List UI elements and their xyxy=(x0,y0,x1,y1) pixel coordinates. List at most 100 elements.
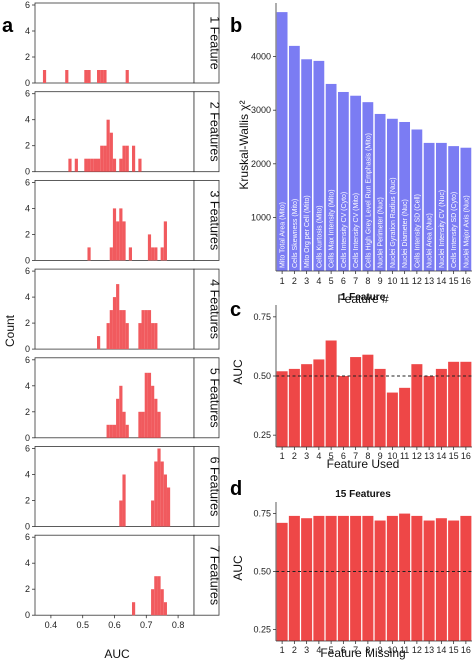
x-tick-label: 3 xyxy=(304,645,309,655)
x-tick-label: 10 xyxy=(387,645,397,655)
facet-2: 2 Features 0 2 4 6 xyxy=(25,89,222,177)
x-tick-label: 2 xyxy=(292,451,297,461)
auc-bar xyxy=(350,357,362,447)
y-tick-label: 3000 xyxy=(251,105,271,115)
panel-c-plot: 1 2 3 4 5 6 7 8 9 10 11 12 13 14 15 160.250.500.75 xyxy=(253,305,472,461)
kruskal-bar xyxy=(337,91,349,271)
y-tick-label: 2 xyxy=(25,229,30,239)
histogram-bar xyxy=(100,70,104,83)
histogram-bar xyxy=(147,372,152,438)
kruskal-bar xyxy=(435,142,447,271)
y-tick-label: 1000 xyxy=(251,212,271,222)
histogram-bar xyxy=(122,411,126,438)
histogram-bar xyxy=(84,70,88,83)
kruskal-bar xyxy=(448,146,460,271)
y-tick-label: 6 xyxy=(25,532,30,542)
histogram-bar xyxy=(109,310,113,350)
x-tick-label: 9 xyxy=(378,645,383,655)
histogram-bar xyxy=(65,70,69,83)
kruskal-bar-label: Cells Skewness (Mito) xyxy=(292,199,299,268)
y-tick-label: 2 xyxy=(25,141,30,151)
panel-b-plot: Mito Total Area (Mito) 1 Cells Skewness (M… xyxy=(251,3,472,286)
x-tick-label: 11 xyxy=(400,645,409,655)
y-tick-label: 0.50 xyxy=(253,371,271,381)
x-tick-label: 6 xyxy=(341,276,346,286)
x-tick-label: 10 xyxy=(387,276,397,286)
histogram-bar xyxy=(144,372,148,438)
facet-1: 1 Feature 0 2 4 6 xyxy=(25,0,222,88)
kruskal-bar xyxy=(411,129,423,271)
kruskal-bar xyxy=(386,118,398,271)
histogram-bar xyxy=(157,448,161,527)
histogram-bar xyxy=(141,310,145,350)
kruskal-bar xyxy=(362,102,374,271)
panel-b-y-axis-label: Kruskal-Wallis χ² xyxy=(237,100,251,189)
y-tick-label: 0 xyxy=(25,78,30,88)
panel-d-feature-missing-auc: d 15 Features 1 2 3 4 5 6 7 8 9 10 11 12 13 14 15 160.2… xyxy=(230,478,472,660)
facet-strip-label: 3 Features xyxy=(208,191,222,251)
kruskal-bar-label: Cells High Grey Level Run Emphasis (Mito… xyxy=(365,133,372,268)
x-tick-label: 5 xyxy=(329,276,334,286)
histogram-bar xyxy=(138,158,142,172)
auc-bar xyxy=(288,515,300,641)
histogram-bar xyxy=(109,132,113,172)
auc-bar xyxy=(350,515,362,641)
facet-7: 7 Features 0 2 4 6 xyxy=(25,532,222,620)
facet-strip-label: 2 Features xyxy=(208,102,222,162)
panel-c-single-feature-auc: c 1 Feature 1 2 3 4 5 6 7 8 9 10 11 12 13 14 15 160.250… xyxy=(230,292,472,471)
histogram-bar xyxy=(87,247,91,261)
kruskal-bar xyxy=(460,147,472,271)
panel-a-y-axis-label: Count xyxy=(3,314,17,347)
histogram-bar xyxy=(97,70,101,83)
histogram-bar xyxy=(151,500,155,527)
kruskal-bar-label: Cells Max Intensity (Mito) xyxy=(329,189,336,268)
histogram-bar xyxy=(68,158,72,172)
kruskal-bar xyxy=(288,45,300,271)
histogram-bar xyxy=(154,398,158,438)
auc-bar xyxy=(337,515,349,641)
histogram-bar xyxy=(119,158,123,172)
auc-bar xyxy=(325,340,337,447)
panel-a-x-axis-label: AUC xyxy=(104,647,130,661)
histogram-bar xyxy=(128,247,132,261)
histogram-bar xyxy=(97,158,101,172)
panel-a-histograms: a 1 Feature 0 2 4 6 2 Features 0 2 4 6 3 Features 0… xyxy=(2,0,222,661)
kruskal-bar-label: Nuclei Perimeter (Nuc) xyxy=(378,197,385,268)
y-tick-label: 2 xyxy=(25,318,30,328)
panel-c-y-axis-label: AUC xyxy=(231,359,245,385)
y-tick-label: 0.75 xyxy=(253,312,271,322)
y-tick-label: 2 xyxy=(25,52,30,62)
kruskal-bar-label: Cells Intensity CV (Mito) xyxy=(353,193,360,268)
histogram-bar xyxy=(141,411,145,438)
auc-bar xyxy=(288,368,300,447)
auc-bar xyxy=(276,522,288,641)
y-tick-label: 0 xyxy=(25,610,30,620)
auc-bar xyxy=(399,387,411,447)
histogram-bar xyxy=(154,323,158,350)
histogram-bar xyxy=(122,310,126,350)
histogram-bar xyxy=(116,398,120,438)
auc-bar xyxy=(313,359,325,447)
histogram-bar xyxy=(163,474,167,527)
kruskal-bar xyxy=(374,113,386,272)
panel-a-x-ticks: 0.4 0.5 0.6 0.7 0.8 xyxy=(45,615,184,630)
histogram-bar xyxy=(93,158,98,172)
x-tick-label: 7 xyxy=(353,645,358,655)
x-tick-label: 13 xyxy=(424,451,434,461)
facet-strip-label: 1 Feature xyxy=(208,16,222,70)
histogram-bar xyxy=(119,385,123,438)
histogram-bar xyxy=(103,70,107,83)
x-tick-label: 8 xyxy=(365,451,370,461)
x-tick-label: 11 xyxy=(400,276,409,286)
x-tick-label: 11 xyxy=(400,451,409,461)
auc-bar xyxy=(435,518,447,641)
histogram-bar xyxy=(90,158,94,172)
histogram-bar xyxy=(112,158,117,172)
kruskal-bar-label: Mito Org per Cell (Mito) xyxy=(304,195,311,268)
kruskal-bar-label: Nuclei Gyration Radius (Nuc) xyxy=(390,177,397,268)
x-tick-label: 15 xyxy=(449,276,459,286)
x-tick-label: 8 xyxy=(365,645,370,655)
kruskal-bar-label: Nuclei Diameter (Nuc) xyxy=(402,199,409,268)
auc-bar xyxy=(337,376,349,447)
y-tick-label: 0 xyxy=(25,167,30,177)
